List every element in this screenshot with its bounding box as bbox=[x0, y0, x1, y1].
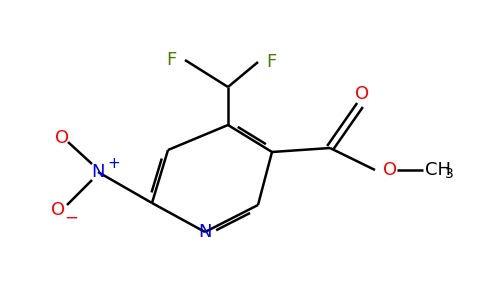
Text: CH: CH bbox=[425, 161, 451, 179]
Text: F: F bbox=[266, 53, 276, 71]
Text: −: − bbox=[64, 209, 78, 227]
Text: F: F bbox=[167, 51, 177, 69]
Text: O: O bbox=[51, 201, 65, 219]
Text: 3: 3 bbox=[445, 167, 454, 181]
Text: N: N bbox=[91, 163, 105, 181]
Text: O: O bbox=[55, 129, 69, 147]
Text: +: + bbox=[107, 155, 120, 170]
Text: O: O bbox=[355, 85, 369, 103]
Text: O: O bbox=[383, 161, 397, 179]
Text: N: N bbox=[198, 223, 212, 241]
